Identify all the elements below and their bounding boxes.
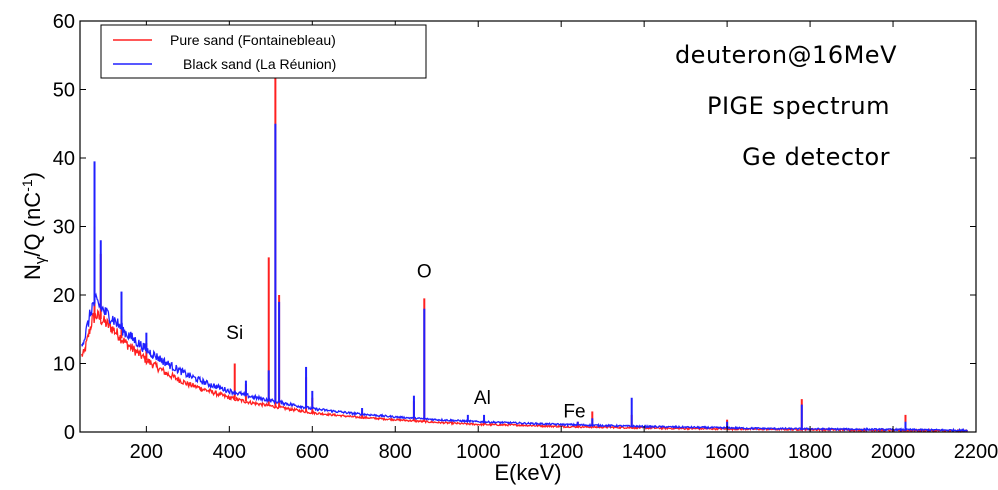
x-axis-title: E(keV) — [494, 460, 561, 485]
y-axis-title-sup: -1 — [19, 179, 35, 192]
x-tick-label: 800 — [379, 441, 412, 463]
x-tick-label: 1400 — [622, 441, 667, 463]
y-axis-title-main: N — [20, 264, 45, 280]
y-tick-label: 30 — [53, 217, 75, 239]
x-tick-label: 1600 — [705, 441, 750, 463]
x-tick-label: 1000 — [456, 441, 501, 463]
y-tick-label: 50 — [53, 80, 75, 102]
peak-annotation: Al — [474, 388, 491, 409]
info-line-detector: Ge detector — [742, 143, 890, 171]
y-tick-label: 0 — [64, 422, 75, 444]
legend-label-black-sand: Black sand (La Réunion) — [183, 56, 336, 72]
x-tick-label: 2200 — [954, 441, 998, 463]
x-tick-label: 200 — [130, 441, 163, 463]
series-line — [81, 292, 968, 433]
y-tick-label: 20 — [53, 285, 75, 307]
legend: Pure sand (Fontainebleau) Black sand (La… — [100, 24, 427, 79]
legend-box — [100, 24, 427, 79]
series-layer — [81, 75, 969, 433]
y-tick-label: 40 — [53, 148, 75, 170]
peak-annotation: Si — [226, 323, 243, 344]
info-line-spectrum: PIGE spectrum — [707, 92, 890, 120]
annotations-layer: Si O Al Fe — [226, 261, 585, 422]
y-axis-title: Nγ/Q (nC-1) — [19, 172, 49, 280]
x-tick-label: 1800 — [788, 441, 833, 463]
peak-annotation: O — [417, 261, 432, 282]
x-tick-label: 1200 — [539, 441, 584, 463]
x-tick-label: 2000 — [871, 441, 916, 463]
ticks-layer: 200 400 600 800 1000 1200 1400 1600 1800 2000 2200… — [53, 11, 998, 463]
y-axis-title-sub: γ — [32, 256, 49, 264]
y-axis-title-end: ) — [20, 172, 45, 179]
info-line-beam: deuteron@16MeV — [675, 41, 897, 69]
y-tick-label: 60 — [53, 11, 75, 33]
legend-label-pure-sand: Pure sand (Fontainebleau) — [170, 32, 336, 48]
x-tick-label: 400 — [213, 441, 246, 463]
y-axis-title-rest: /Q (nC — [20, 192, 45, 257]
peak-annotation: Fe — [563, 402, 585, 423]
x-tick-label: 600 — [296, 441, 329, 463]
y-tick-label: 10 — [53, 354, 75, 376]
series-black-sand — [81, 123, 968, 433]
